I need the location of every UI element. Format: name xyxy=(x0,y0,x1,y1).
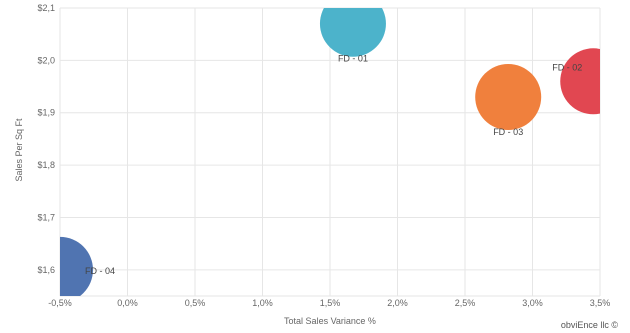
bubble-label: FD - 01 xyxy=(338,54,368,64)
x-axis-title: Total Sales Variance % xyxy=(284,316,376,326)
gridlines xyxy=(59,7,601,297)
x-tick-label: 3,5% xyxy=(590,298,611,308)
bubble-fd-03[interactable] xyxy=(475,64,542,131)
x-tick-label: 1,0% xyxy=(252,298,273,308)
y-axis-ticks: $1,6 $1,7 $1,8 $1,9 $2,0 $2,1 xyxy=(37,3,55,275)
y-tick-label: $1,6 xyxy=(37,265,55,275)
x-tick-label: -0,5% xyxy=(48,298,72,308)
x-tick-label: 2,5% xyxy=(455,298,476,308)
bubble-label: FD - 04 xyxy=(85,266,115,276)
x-tick-label: 2,0% xyxy=(387,298,408,308)
y-tick-label: $2,0 xyxy=(37,55,55,65)
x-tick-label: 1,5% xyxy=(320,298,341,308)
bubble-fd-01[interactable] xyxy=(319,0,386,57)
y-tick-label: $1,8 xyxy=(37,160,55,170)
bubble-fd-02[interactable] xyxy=(560,48,626,115)
bubble-label: FD - 02 xyxy=(552,62,582,72)
bubble-labels: FD - 01 FD - 02 FD - 03 FD - 04 xyxy=(85,54,582,276)
x-tick-label: 3,0% xyxy=(522,298,543,308)
y-axis-title: Sales Per Sq Ft xyxy=(14,118,24,182)
y-tick-label: $1,7 xyxy=(37,212,55,222)
bubble-fd-04[interactable] xyxy=(27,236,93,303)
bubbles xyxy=(27,0,626,303)
y-tick-label: $1,9 xyxy=(37,108,55,118)
y-tick-label: $2,1 xyxy=(37,3,55,13)
x-tick-label: 0,5% xyxy=(185,298,206,308)
x-tick-label: 0,0% xyxy=(117,298,138,308)
bubble-label: FD - 03 xyxy=(493,127,523,137)
x-axis-ticks: -0,5% 0,0% 0,5% 1,0% 1,5% 2,0% 2,5% 3,0% 3,5% xyxy=(48,298,610,308)
credit-text: obviEnce llc © xyxy=(561,320,619,330)
